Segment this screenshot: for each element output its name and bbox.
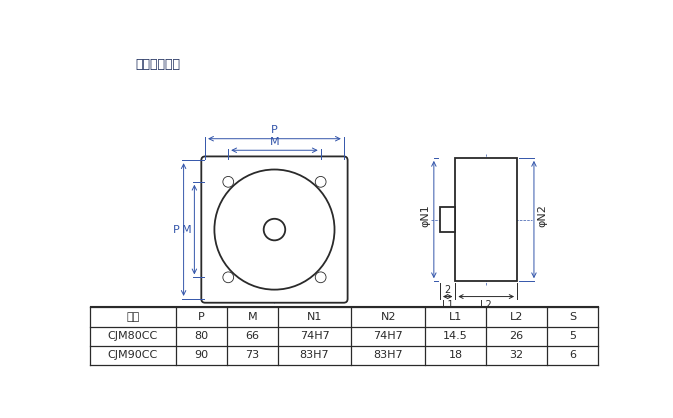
Text: M: M (182, 224, 191, 234)
Text: 14.5: 14.5 (444, 331, 468, 341)
Text: M: M (248, 312, 257, 322)
Text: 74H7: 74H7 (299, 331, 329, 341)
Bar (456, 158, 517, 281)
Text: 中间级减速器: 中间级减速器 (136, 58, 181, 71)
Text: 5: 5 (569, 331, 576, 341)
Text: CJM80CC: CJM80CC (108, 331, 158, 341)
FancyBboxPatch shape (201, 156, 348, 303)
Text: L2: L2 (481, 300, 492, 310)
Text: 74H7: 74H7 (374, 331, 403, 341)
Text: P: P (198, 312, 205, 322)
Text: N2: N2 (380, 312, 396, 322)
Text: L2: L2 (510, 312, 523, 322)
Text: 90: 90 (194, 350, 209, 360)
Text: M: M (270, 137, 279, 147)
Text: 4－φS: 4－φS (267, 306, 295, 316)
Bar (440, 207, 456, 232)
Text: 6: 6 (569, 350, 576, 360)
Text: 32: 32 (509, 350, 524, 360)
Text: φN1: φN1 (420, 204, 430, 227)
Text: 83H7: 83H7 (299, 350, 329, 360)
Text: 66: 66 (245, 331, 259, 341)
Text: S: S (569, 312, 576, 322)
Text: 26: 26 (509, 331, 524, 341)
Text: φN2: φN2 (538, 204, 548, 227)
Text: 80: 80 (194, 331, 209, 341)
Text: 73: 73 (245, 350, 259, 360)
Text: 18: 18 (448, 350, 462, 360)
Text: 83H7: 83H7 (374, 350, 403, 360)
Text: P: P (173, 224, 180, 234)
Text: L1: L1 (442, 300, 454, 310)
Text: CJM90CC: CJM90CC (108, 350, 158, 360)
Text: L1: L1 (449, 312, 462, 322)
Text: 型号: 型号 (127, 312, 139, 322)
Text: P: P (271, 125, 278, 135)
Text: 2: 2 (445, 285, 451, 295)
Bar (90, 307, 598, 365)
Text: N1: N1 (307, 312, 322, 322)
